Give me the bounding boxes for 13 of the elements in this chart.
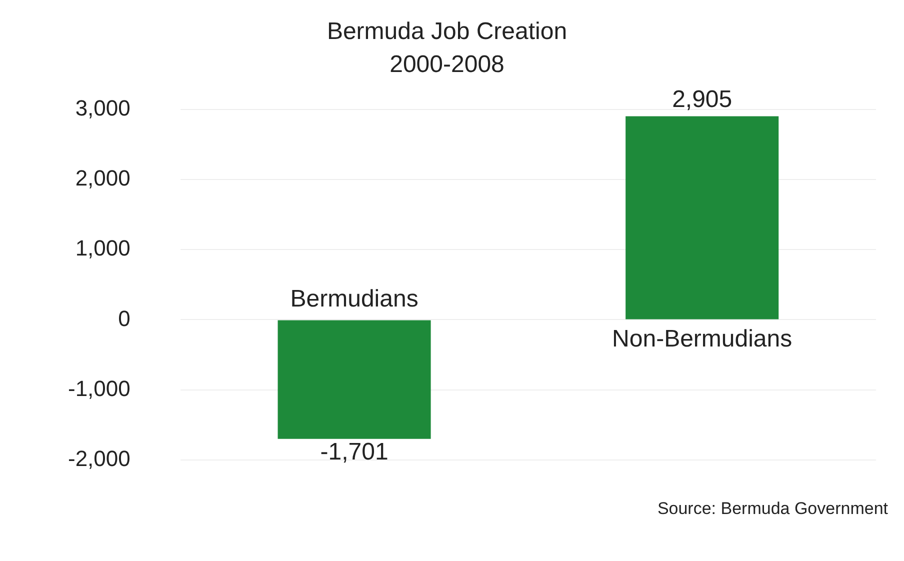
y-tick-label: -2,000 — [68, 446, 130, 471]
chart-subtitle: 2000-2008 — [390, 50, 504, 78]
y-tick-label: -1,000 — [68, 376, 130, 401]
x-tick-label: Non-Bermudians — [612, 325, 792, 352]
chart-title: Bermuda Job Creation — [326, 18, 568, 46]
source-note: Source: Bermuda Government — [656, 499, 889, 519]
y-tick-label: 1,000 — [75, 236, 130, 261]
y-tick-label: 2,000 — [75, 166, 130, 191]
y-tick-label: 0 — [118, 306, 130, 331]
y-tick-label: 3,000 — [75, 96, 130, 121]
data-label: -1,701 — [320, 438, 388, 466]
x-tick-label: Bermudians — [290, 285, 418, 312]
data-label: 2,905 — [672, 86, 732, 113]
